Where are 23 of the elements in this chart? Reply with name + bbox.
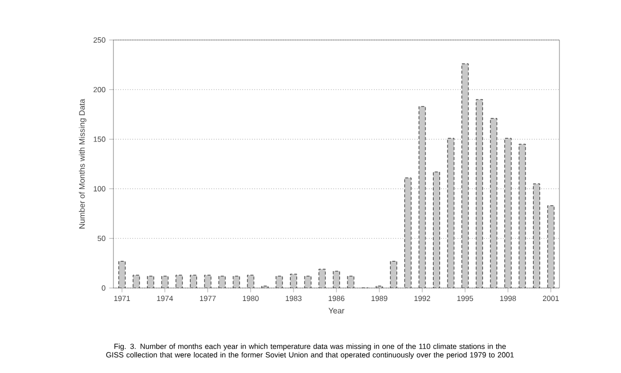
bar	[476, 99, 483, 288]
bar	[233, 276, 240, 288]
bar	[533, 184, 540, 288]
bar	[247, 275, 254, 288]
bar	[390, 260, 398, 288]
bar	[518, 144, 526, 288]
bar	[218, 276, 226, 288]
bar	[318, 268, 326, 288]
bar	[490, 118, 498, 288]
bar	[547, 205, 554, 288]
bar	[190, 275, 197, 288]
bar	[118, 260, 126, 288]
bar	[304, 276, 312, 288]
bar	[147, 276, 154, 288]
bar	[162, 276, 168, 288]
bar	[432, 172, 440, 288]
bar	[290, 274, 297, 288]
bar	[418, 106, 426, 288]
bar	[462, 64, 469, 288]
bar	[447, 138, 454, 288]
bar	[332, 270, 340, 288]
bar	[504, 138, 512, 288]
bar	[404, 178, 412, 288]
